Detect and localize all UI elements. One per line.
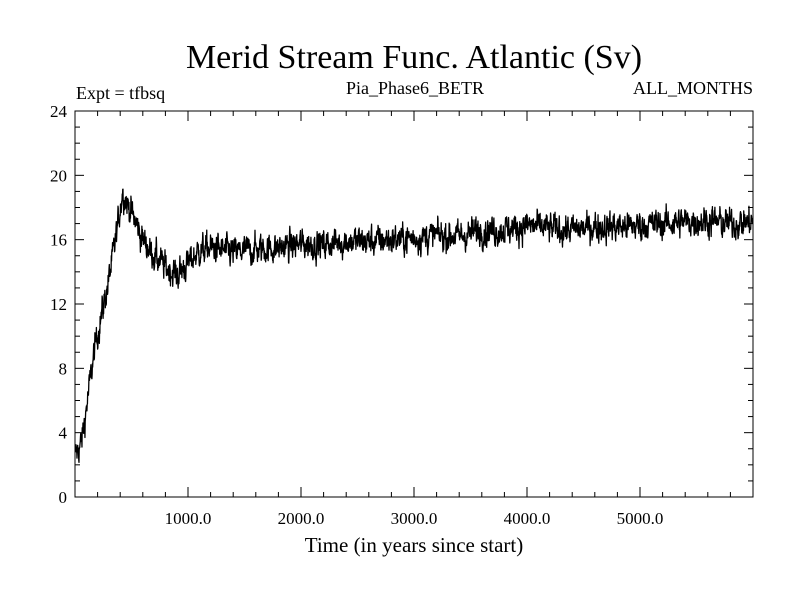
x-axis-tick-labels: 1000.0 2000.0 3000.0 4000.0 5000.0: [165, 509, 664, 528]
x-tick-label: 5000.0: [617, 509, 664, 528]
y-tick-label: 16: [50, 231, 67, 250]
y-tick-label: 4: [59, 424, 68, 443]
y-tick-label: 20: [50, 166, 67, 185]
series-line: [75, 188, 753, 464]
months-label: ALL_MONTHS: [633, 78, 753, 98]
run-name-label: Pia_Phase6_BETR: [346, 78, 484, 98]
experiment-label: Expt = tfbsq: [76, 83, 165, 103]
x-tick-label: 3000.0: [391, 509, 438, 528]
x-tick-label: 2000.0: [278, 509, 325, 528]
y-tick-label: 8: [59, 359, 68, 378]
y-tick-label: 24: [50, 102, 68, 121]
axis-ticks: [75, 110, 753, 498]
y-axis-tick-labels: 0 4 8 12 16 20 24: [50, 102, 68, 507]
chart-title: Merid Stream Func. Atlantic (Sv): [186, 39, 642, 76]
x-tick-label: 1000.0: [165, 509, 212, 528]
x-axis-label: Time (in years since start): [305, 533, 524, 557]
y-tick-label: 0: [59, 488, 68, 507]
plot-frame: [74, 110, 754, 498]
y-tick-label: 12: [50, 295, 67, 314]
x-tick-label: 4000.0: [504, 509, 551, 528]
